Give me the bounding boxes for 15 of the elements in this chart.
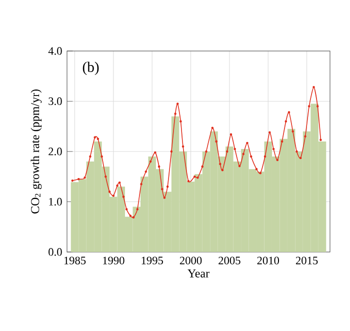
y-tick-label: 0.0 — [48, 248, 62, 256]
x-tick-label: 2010 — [257, 256, 280, 264]
y-tick-label: 2.0 — [48, 148, 62, 156]
y-tick-label: 3.0 — [48, 97, 62, 106]
x-axis-title: Year — [188, 269, 210, 278]
annotation: (b) — [82, 62, 99, 76]
y-tick-label: 4.0 — [48, 47, 62, 55]
x-tick-label: 2015 — [296, 256, 318, 264]
x-tick-label: 1990 — [103, 256, 124, 264]
y-axis-title: CO$_{2}$ growth rate (ppm/yr) — [30, 90, 42, 214]
x-tick-label: 1995 — [142, 256, 163, 264]
x-tick-label: 1985 — [64, 256, 86, 264]
y-tick-label: 1.0 — [49, 198, 62, 206]
x-tick-label: 2000 — [180, 256, 202, 264]
x-tick-label: 2005 — [218, 256, 240, 264]
